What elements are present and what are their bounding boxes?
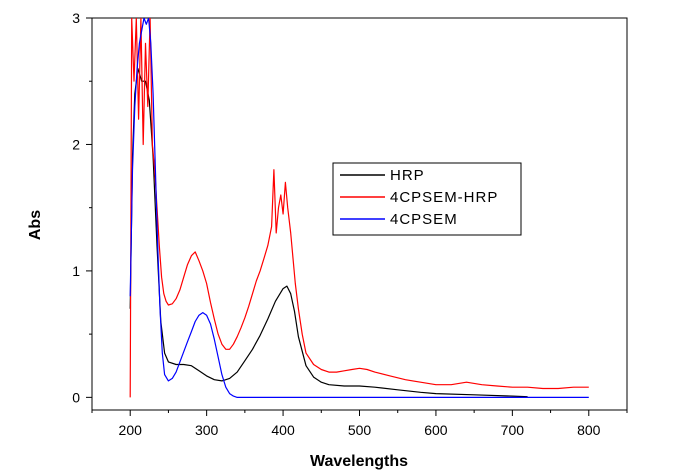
x-tick-label: 200	[119, 422, 143, 438]
y-axis-title: Abs	[27, 210, 44, 240]
y-axis-ticks: 0 1 2 3	[72, 10, 92, 405]
legend-label-1: 4CPSEM-HRP	[390, 189, 498, 206]
x-axis-ticks: 200 300 400 500 600 700 800	[91, 410, 628, 438]
y-tick-label: 3	[72, 10, 80, 26]
series-line-2	[129, 18, 589, 398]
x-tick-label: 700	[501, 422, 525, 438]
x-tick-label: 300	[195, 422, 219, 438]
y-tick-label: 2	[72, 136, 80, 152]
series-layer	[129, 18, 589, 398]
series-line-1	[129, 18, 589, 398]
x-tick-label: 400	[271, 422, 295, 438]
legend-label-0: HRP	[390, 167, 425, 184]
x-tick-label: 500	[348, 422, 372, 438]
x-axis-title: Wavelengths	[310, 453, 408, 470]
y-tick-label: 0	[72, 389, 80, 405]
y-tick-label: 1	[72, 263, 80, 279]
legend-label-2: 4CPSEM	[390, 211, 458, 228]
x-tick-label: 800	[577, 422, 601, 438]
series-line-0	[129, 68, 528, 398]
x-tick-label: 600	[424, 422, 448, 438]
legend: HRP 4CPSEM-HRP 4CPSEM	[332, 162, 522, 236]
